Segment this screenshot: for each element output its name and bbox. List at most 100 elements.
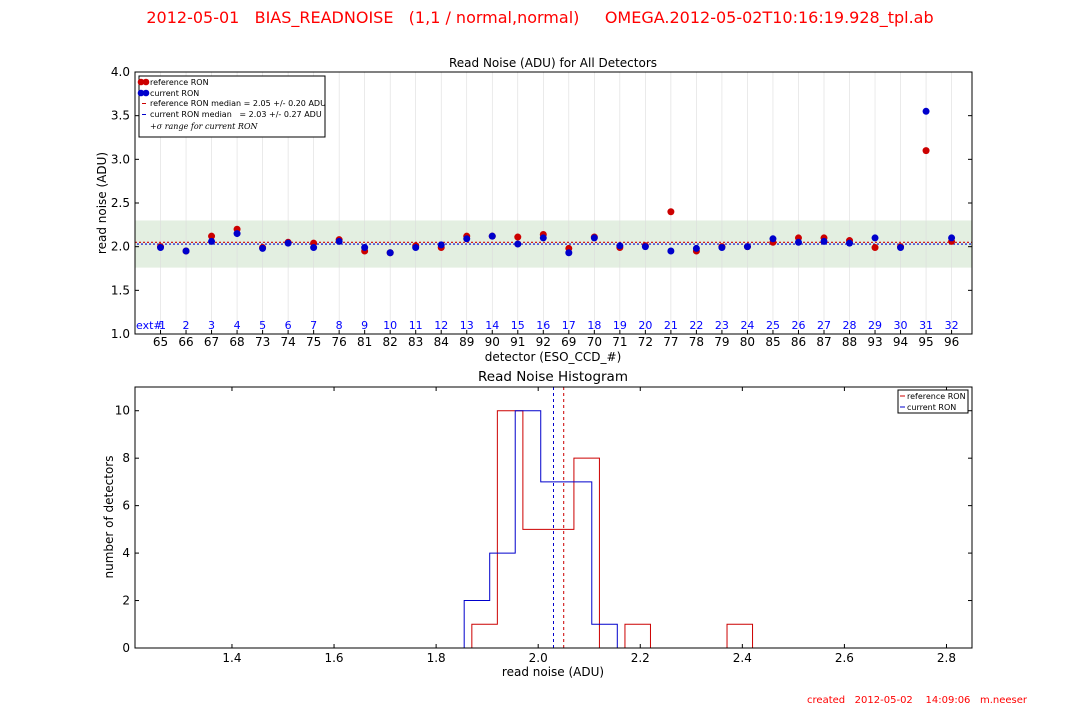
scatter-xtick-label: 77 [663, 335, 678, 349]
ext-label: 20 [638, 319, 652, 332]
scatter-xtick-label: 83 [408, 335, 423, 349]
histogram-legend: reference RON current RON [897, 389, 969, 414]
hist-ytick-label: 8 [122, 451, 130, 465]
scatter-xtick-label: 87 [816, 335, 831, 349]
current-ron-point [284, 239, 292, 247]
current-ron-point [667, 247, 675, 255]
scatter-xtick-label: 67 [204, 335, 219, 349]
scatter-xtick-label: 72 [638, 335, 653, 349]
scatter-xtick-label: 79 [714, 335, 729, 349]
scatter-ytick-label: 3.0 [111, 152, 130, 166]
footer-credit: created 2012-05-02 14:09:06 m.neeser [807, 695, 1027, 706]
ext-label: 18 [587, 319, 601, 332]
reference-ron-point [208, 232, 216, 240]
ext-label: 4 [234, 319, 241, 332]
current-ron-point [922, 107, 930, 115]
current-ron-point [437, 241, 445, 249]
scatter-title: Read Noise (ADU) for All Detectors [449, 56, 657, 70]
current-ron-point [412, 244, 420, 252]
ext-label: 12 [434, 319, 448, 332]
ext-prefix-label: ext# [136, 319, 163, 332]
current-ron-point [208, 237, 216, 245]
scatter-xtick-label: 70 [587, 335, 602, 349]
histogram-ylabel: number of detectors [102, 456, 116, 579]
current-ron-point [897, 244, 905, 252]
scatter-xtick-label: 92 [536, 335, 551, 349]
hist-ytick-label: 2 [122, 594, 130, 608]
current-ron-point [692, 244, 700, 252]
scatter-xtick-label: 82 [383, 335, 398, 349]
scatter-xtick-label: 89 [459, 335, 474, 349]
hist-legend-ref-label: reference RON [907, 392, 966, 401]
scatter-xtick-label: 66 [178, 335, 193, 349]
hist-xtick-label: 1.6 [324, 651, 343, 665]
current-ron-point [743, 243, 751, 251]
scatter-xtick-label: 76 [332, 335, 347, 349]
ext-label: 32 [945, 319, 959, 332]
hist-xtick-label: 2.6 [835, 651, 854, 665]
hist-xtick-label: 2.8 [937, 651, 956, 665]
scatter-xtick-label: 94 [893, 335, 908, 349]
scatter-xtick-label: 86 [791, 335, 806, 349]
histogram-xlabel: read noise (ADU) [502, 665, 604, 679]
hist-ytick-label: 4 [122, 546, 130, 560]
ext-label: 26 [791, 319, 805, 332]
ext-label: 19 [613, 319, 627, 332]
current-ron-point [820, 237, 828, 245]
ext-label: 3 [208, 319, 215, 332]
scatter-xtick-label: 95 [918, 335, 933, 349]
scatter-xtick-label: 65 [153, 335, 168, 349]
scatter-xtick-label: 80 [740, 335, 755, 349]
current-ron-point [386, 249, 394, 257]
scatter-xtick-label: 68 [229, 335, 244, 349]
current-ron-point [182, 247, 190, 255]
scatter-xtick-label: 69 [561, 335, 576, 349]
reference-ron-point [922, 147, 930, 155]
hist-legend-cur-label: current RON [907, 403, 956, 412]
histogram-title: Read Noise Histogram [478, 369, 628, 385]
legend-ref-label: reference RON [150, 78, 209, 87]
hist-xtick-label: 2.4 [733, 651, 752, 665]
hist-ytick-label: 0 [122, 641, 130, 655]
legend-cur-marker [142, 89, 150, 97]
ext-label: 16 [536, 319, 550, 332]
scatter-xtick-label: 71 [612, 335, 627, 349]
ext-label: 24 [740, 319, 754, 332]
scatter-ytick-label: 4.0 [111, 65, 130, 79]
legend-ref-marker [137, 78, 145, 86]
scatter-ytick-label: 2.0 [111, 240, 130, 254]
current-ron-point [794, 238, 802, 246]
scatter-xtick-label: 78 [689, 335, 704, 349]
current-ron-point [718, 244, 726, 252]
ext-label: 25 [766, 319, 780, 332]
reference-ron-point [514, 233, 522, 241]
scatter-xtick-label: 96 [944, 335, 959, 349]
current-ron-point [259, 244, 267, 252]
ext-label: 27 [817, 319, 831, 332]
scatter-ytick-label: 1.0 [111, 327, 130, 341]
legend-cur-label: current RON [150, 89, 199, 98]
ext-label: 28 [843, 319, 857, 332]
ext-label: 21 [664, 319, 678, 332]
ext-label: 8 [336, 319, 343, 332]
ext-label: 29 [868, 319, 882, 332]
ext-label: 7 [310, 319, 317, 332]
histogram-legend-box [897, 389, 969, 414]
current-ron-point [565, 249, 573, 257]
current-ron-point [539, 234, 547, 242]
reference-ron-histogram [471, 410, 754, 649]
current-ron-point [616, 242, 624, 250]
ext-label: 23 [715, 319, 729, 332]
histogram-plot: Read Noise Histogram 0 2 4 6 8 10 1.4 1.6 1.8 2.0… [102, 369, 973, 679]
scatter-xtick-label: 74 [280, 335, 295, 349]
scatter-ylabel: read noise (ADU) [95, 152, 109, 254]
current-ron-histogram [463, 410, 618, 648]
scatter-ytick-label: 2.5 [111, 196, 130, 210]
hist-ytick-label: 10 [115, 404, 130, 418]
ext-label: 30 [894, 319, 908, 332]
current-ron-point [846, 239, 854, 247]
scatter-legend: reference RON current RON reference RON … [137, 75, 326, 138]
current-ron-point [463, 235, 471, 243]
scatter-xtick-label: 75 [306, 335, 321, 349]
